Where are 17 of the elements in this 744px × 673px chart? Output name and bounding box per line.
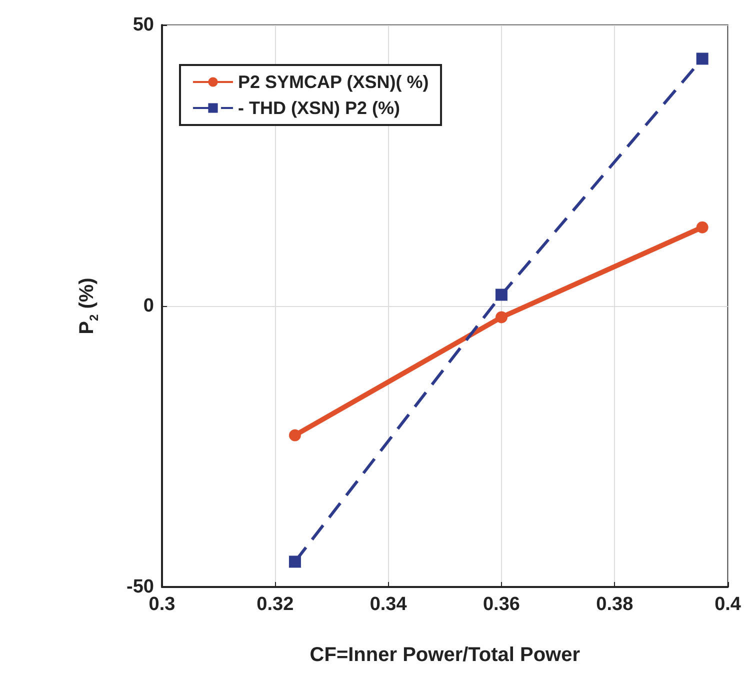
point <box>495 288 508 301</box>
x-tick-label: 0.38 <box>596 594 634 615</box>
point <box>288 429 301 442</box>
y-axis-title: P2 (%) <box>76 278 101 334</box>
point <box>696 52 708 65</box>
x-tick-label: 0.34 <box>370 594 408 615</box>
y-tick-label: 50 <box>132 14 154 36</box>
x-axis-title: CF=Inner Power/Total Power <box>310 644 580 666</box>
legend-label: P2 SYMCAP (XSN)( %) <box>238 72 429 92</box>
point <box>495 311 508 324</box>
y-tick-label: 0 <box>143 296 154 316</box>
text: 0.4 <box>714 594 742 615</box>
x-tick-label: 0.32 <box>256 594 294 615</box>
point <box>696 221 708 234</box>
x-tick-label: 0.36 <box>482 594 520 615</box>
point <box>288 556 301 568</box>
legend-label: - THD (XSN) P2 (%) <box>238 98 400 118</box>
